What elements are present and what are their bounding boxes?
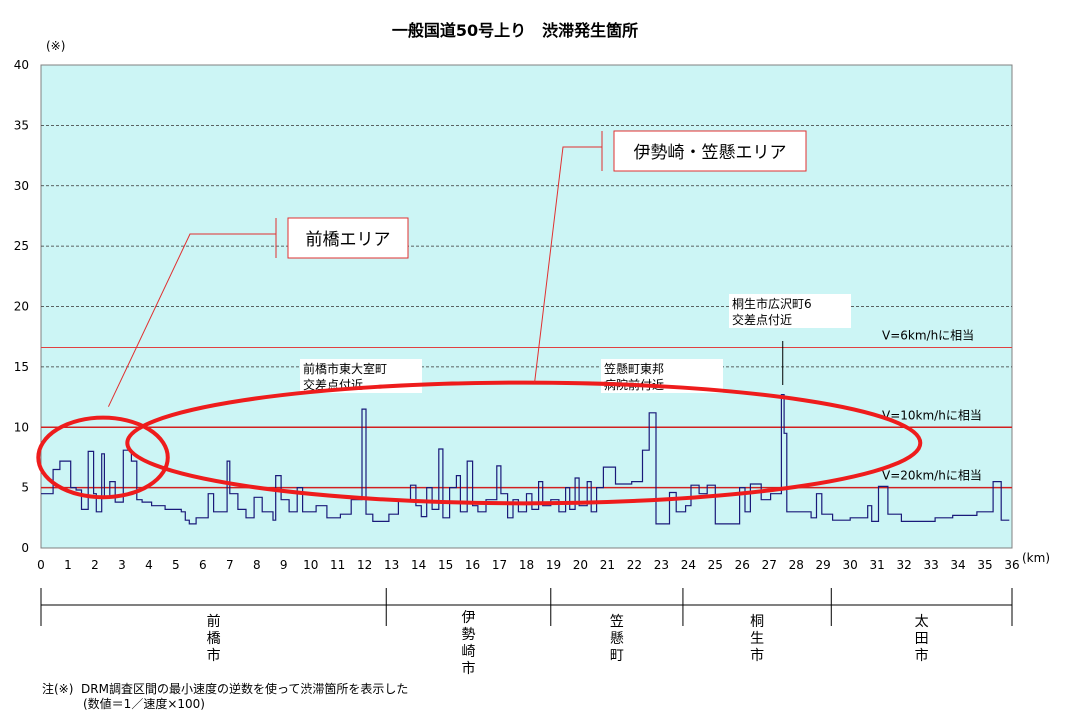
x-tick-label-14: 14 (411, 558, 426, 572)
reference-label-2: V=10km/hに相当 (882, 408, 982, 422)
spot-label-bg (729, 294, 851, 328)
x-tick-label-33: 33 (923, 558, 938, 572)
x-tick-label-29: 29 (816, 558, 831, 572)
x-axis-ticks: 0 1 2 3 4 5 6 7 8 9 10 11 12 13 14 15 16 17 18 19 20 21 22 23 24… (37, 558, 1019, 572)
region-label-char: 前 (207, 613, 221, 630)
x-tick-label-4: 4 (145, 558, 153, 572)
x-tick-label-20: 20 (573, 558, 588, 572)
region-label-char: 田 (915, 631, 929, 647)
region-label-char: 市 (750, 647, 764, 664)
y-tick-label-25: 25 (14, 239, 29, 253)
x-tick-label-13: 13 (384, 558, 399, 572)
x-tick-label-0: 0 (37, 558, 45, 572)
region-label-char: 崎 (462, 644, 476, 660)
y-tick-label-20: 20 (14, 300, 29, 314)
footnote-line-1: 注(※) DRM調査区間の最小速度の逆数を使って渋滞箇所を表示した (42, 682, 409, 696)
spot-label-line: 交差点付近 (732, 312, 792, 327)
x-tick-label-3: 3 (118, 558, 126, 572)
x-tick-label-9: 9 (280, 558, 288, 572)
x-tick-label-34: 34 (950, 558, 965, 572)
series-line-1 (41, 394, 1010, 525)
reference-label-3: V=20km/hに相当 (882, 469, 982, 483)
region-label-5: 太田市 (915, 614, 929, 664)
region-label-4: 桐生市 (750, 614, 764, 664)
x-tick-label-1: 1 (64, 558, 72, 572)
x-tick-label-21: 21 (600, 558, 615, 572)
region-label-char: 市 (915, 647, 929, 664)
y-unit-label: (※) (46, 39, 65, 53)
y-tick-label-10: 10 (14, 420, 29, 434)
x-tick-label-25: 25 (708, 558, 723, 572)
y-tick-label-15: 15 (14, 360, 29, 374)
x-tick-label-30: 30 (843, 558, 858, 572)
y-tick-label-40: 40 (14, 58, 29, 72)
y-tick-label-30: 30 (14, 179, 29, 193)
x-unit-label: (km) (1022, 551, 1050, 565)
x-tick-label-6: 6 (199, 558, 207, 572)
reference-lines: V=6km/hに相当 V=10km/hに相当 V=20km/hに相当 (41, 329, 1012, 489)
region-label-char: 生 (750, 631, 764, 647)
y-tick-label-5: 5 (21, 481, 29, 495)
region-label-1: 前橋市 (207, 613, 221, 664)
area-label-box-1 (287, 217, 409, 259)
spot-label-line: 前橋市東大室町 (303, 361, 387, 376)
y-tick-label-0: 0 (21, 541, 29, 555)
x-tick-label-28: 28 (789, 558, 804, 572)
x-tick-label-2: 2 (91, 558, 99, 572)
y-axis-ticks: 0 5 10 15 20 25 30 35 40 (14, 58, 29, 555)
region-label-char: 橋 (207, 631, 221, 647)
chart-title: 一般国道50号上り 渋滞発生箇所 (392, 21, 638, 40)
annotations: 前橋市東大室町交差点付近笠懸町東邦病院前付近桐生市広沢町6交差点付近前橋エリア伊… (36, 130, 923, 506)
region-label-char: 市 (207, 647, 221, 664)
x-tick-label-10: 10 (303, 558, 318, 572)
x-tick-label-24: 24 (681, 558, 696, 572)
x-tick-label-16: 16 (465, 558, 480, 572)
x-tick-label-18: 18 (519, 558, 534, 572)
area-ellipse-1 (36, 415, 170, 500)
region-label-char: 伊 (462, 610, 476, 626)
x-tick-label-8: 8 (253, 558, 261, 572)
x-tick-label-11: 11 (330, 558, 345, 572)
y-tick-label-35: 35 (14, 118, 29, 132)
x-tick-label-5: 5 (172, 558, 180, 572)
region-label-char: 太 (915, 614, 929, 630)
reference-label-1: V=6km/hに相当 (882, 329, 974, 343)
region-label-char: 懸 (610, 631, 624, 647)
x-tick-label-27: 27 (762, 558, 777, 572)
region-label-char: 市 (462, 660, 476, 677)
x-tick-label-23: 23 (654, 558, 669, 572)
spot-label-line: 笠懸町東邦 (604, 361, 664, 376)
region-label-char: 桐 (750, 614, 764, 630)
footnote-line-2: (数値＝1／速度×100) (83, 697, 205, 711)
region-label-char: 町 (610, 648, 624, 664)
area-label-1: 前橋エリア (306, 230, 391, 250)
area-leader-line-2 (534, 146, 602, 383)
area-ellipse-2 (125, 380, 923, 506)
x-tick-label-32: 32 (896, 558, 911, 572)
x-tick-label-12: 12 (357, 558, 372, 572)
x-tick-label-31: 31 (869, 558, 884, 572)
spot-label-line: 桐生市広沢町6 (732, 296, 812, 311)
x-tick-label-19: 19 (546, 558, 561, 572)
x-tick-label-17: 17 (492, 558, 507, 572)
x-tick-label-26: 26 (735, 558, 750, 572)
region-label-char: 笠 (610, 614, 624, 630)
x-tick-label-7: 7 (226, 558, 234, 572)
area-label-box-2 (613, 130, 807, 172)
area-label-2: 伊勢崎・笠懸エリア (634, 143, 787, 163)
region-label-3: 笠懸町 (610, 614, 624, 664)
x-tick-label-35: 35 (977, 558, 992, 572)
x-tick-label-22: 22 (627, 558, 642, 572)
x-tick-label-36: 36 (1004, 558, 1019, 572)
region-label-char: 勢 (462, 627, 476, 643)
x-tick-label-15: 15 (438, 558, 453, 572)
speed-series (41, 394, 1010, 525)
area-leader-line-1 (107, 233, 276, 407)
